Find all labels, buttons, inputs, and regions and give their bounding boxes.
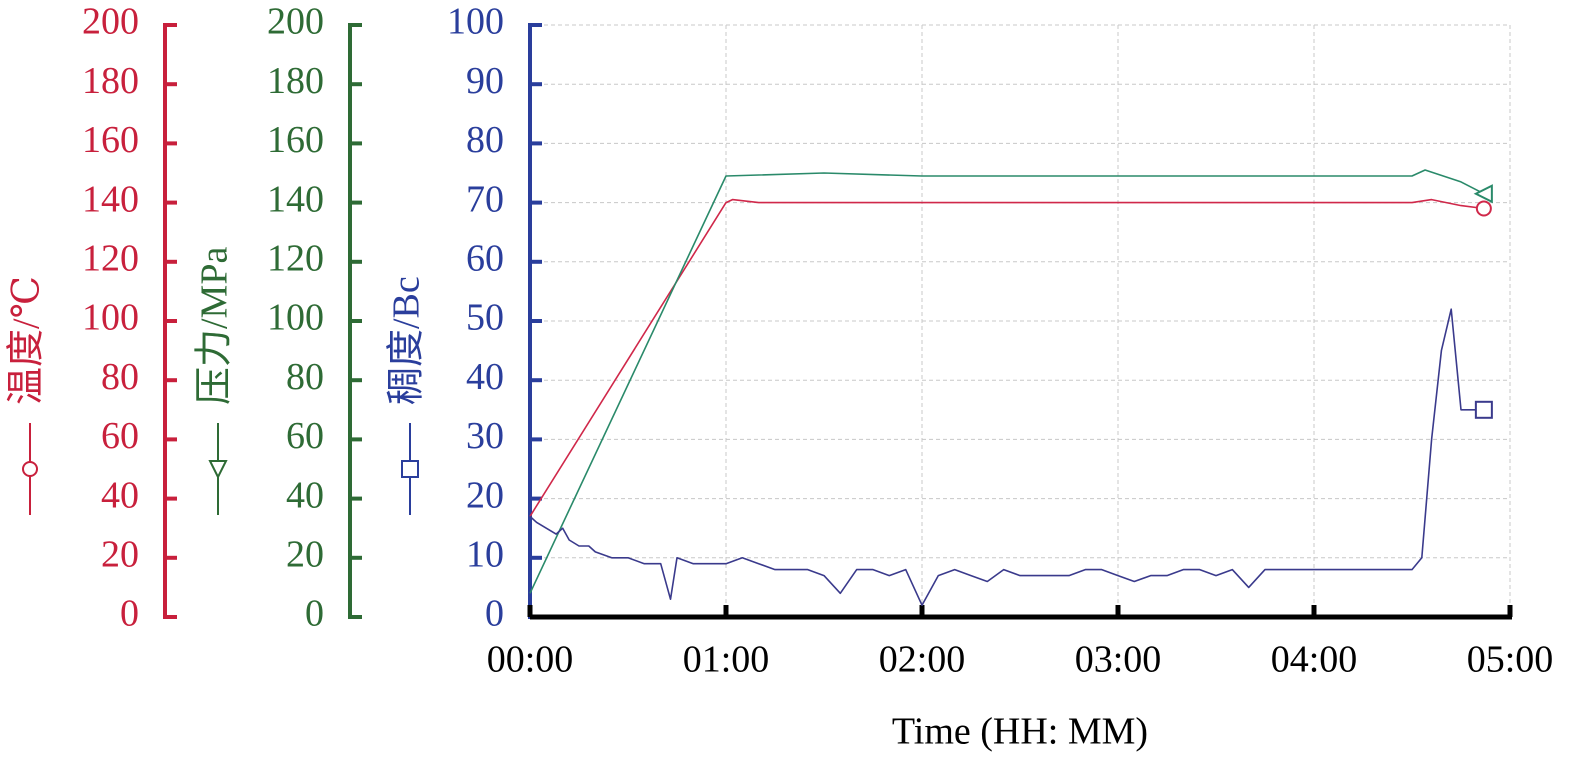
y-axis-legend: 温度/℃ [6, 276, 48, 515]
y-tick-label: 0 [305, 593, 324, 635]
x-tick-label: 03:00 [1075, 639, 1162, 681]
x-tick-label: 02:00 [879, 639, 966, 681]
y-tick-label: 120 [82, 238, 139, 280]
y-axis-legend: 稠度/Bc [386, 276, 428, 515]
y-tick-label: 140 [267, 178, 324, 220]
y-tick-label: 200 [267, 1, 324, 43]
y-tick-label: 100 [82, 297, 139, 339]
y-tick-label: 70 [466, 178, 504, 220]
y-tick-label: 0 [120, 593, 139, 635]
legend-marker [401, 460, 419, 478]
y-tick-label: 50 [466, 297, 504, 339]
y-tick-label: 140 [82, 178, 139, 220]
x-tick-label: 04:00 [1271, 639, 1358, 681]
series-line [529, 308, 1484, 606]
y-axis-legend: 压力/MPa [194, 247, 236, 515]
y-tick-label: 40 [286, 474, 324, 516]
y-axis-title: 温度/℃ [6, 276, 48, 405]
x-tick-label: 05:00 [1467, 639, 1554, 681]
y-axis-title: 稠度/Bc [386, 276, 428, 405]
y-tick-label: 60 [101, 415, 139, 457]
y-tick-label: 160 [82, 119, 139, 161]
y-tick-label: 40 [466, 356, 504, 398]
y-tick-label: 20 [286, 534, 324, 576]
y-tick-label: 10 [466, 534, 504, 576]
legend-marker [208, 460, 228, 480]
y-tick-label: 80 [466, 119, 504, 161]
legend-marker [22, 461, 38, 477]
y-tick-label: 90 [466, 60, 504, 102]
y-tick-label: 60 [286, 415, 324, 457]
y-tick-label: 200 [82, 1, 139, 43]
y-tick-label: 40 [101, 474, 139, 516]
y-tick-label: 180 [267, 60, 324, 102]
y-tick-label: 20 [466, 474, 504, 516]
y-tick-label: 30 [466, 415, 504, 457]
y-tick-label: 120 [267, 238, 324, 280]
x-tick-label: 01:00 [683, 639, 770, 681]
end-marker [1475, 200, 1492, 217]
y-tick-label: 160 [267, 119, 324, 161]
y-axis-title: 压力/MPa [194, 247, 236, 405]
y-tick-label: 0 [485, 593, 504, 635]
y-tick-label: 80 [286, 356, 324, 398]
y-tick-label: 100 [447, 1, 504, 43]
x-axis-title: Time (HH: MM) [892, 711, 1148, 753]
y-tick-label: 60 [466, 238, 504, 280]
y-tick-label: 100 [267, 297, 324, 339]
series-line [529, 198, 1485, 517]
y-tick-label: 20 [101, 534, 139, 576]
end-marker [1473, 184, 1493, 204]
y-tick-label: 180 [82, 60, 139, 102]
x-tick-label: 00:00 [487, 639, 574, 681]
series-line [529, 169, 1485, 594]
end-marker [1474, 400, 1493, 419]
y-tick-label: 80 [101, 356, 139, 398]
